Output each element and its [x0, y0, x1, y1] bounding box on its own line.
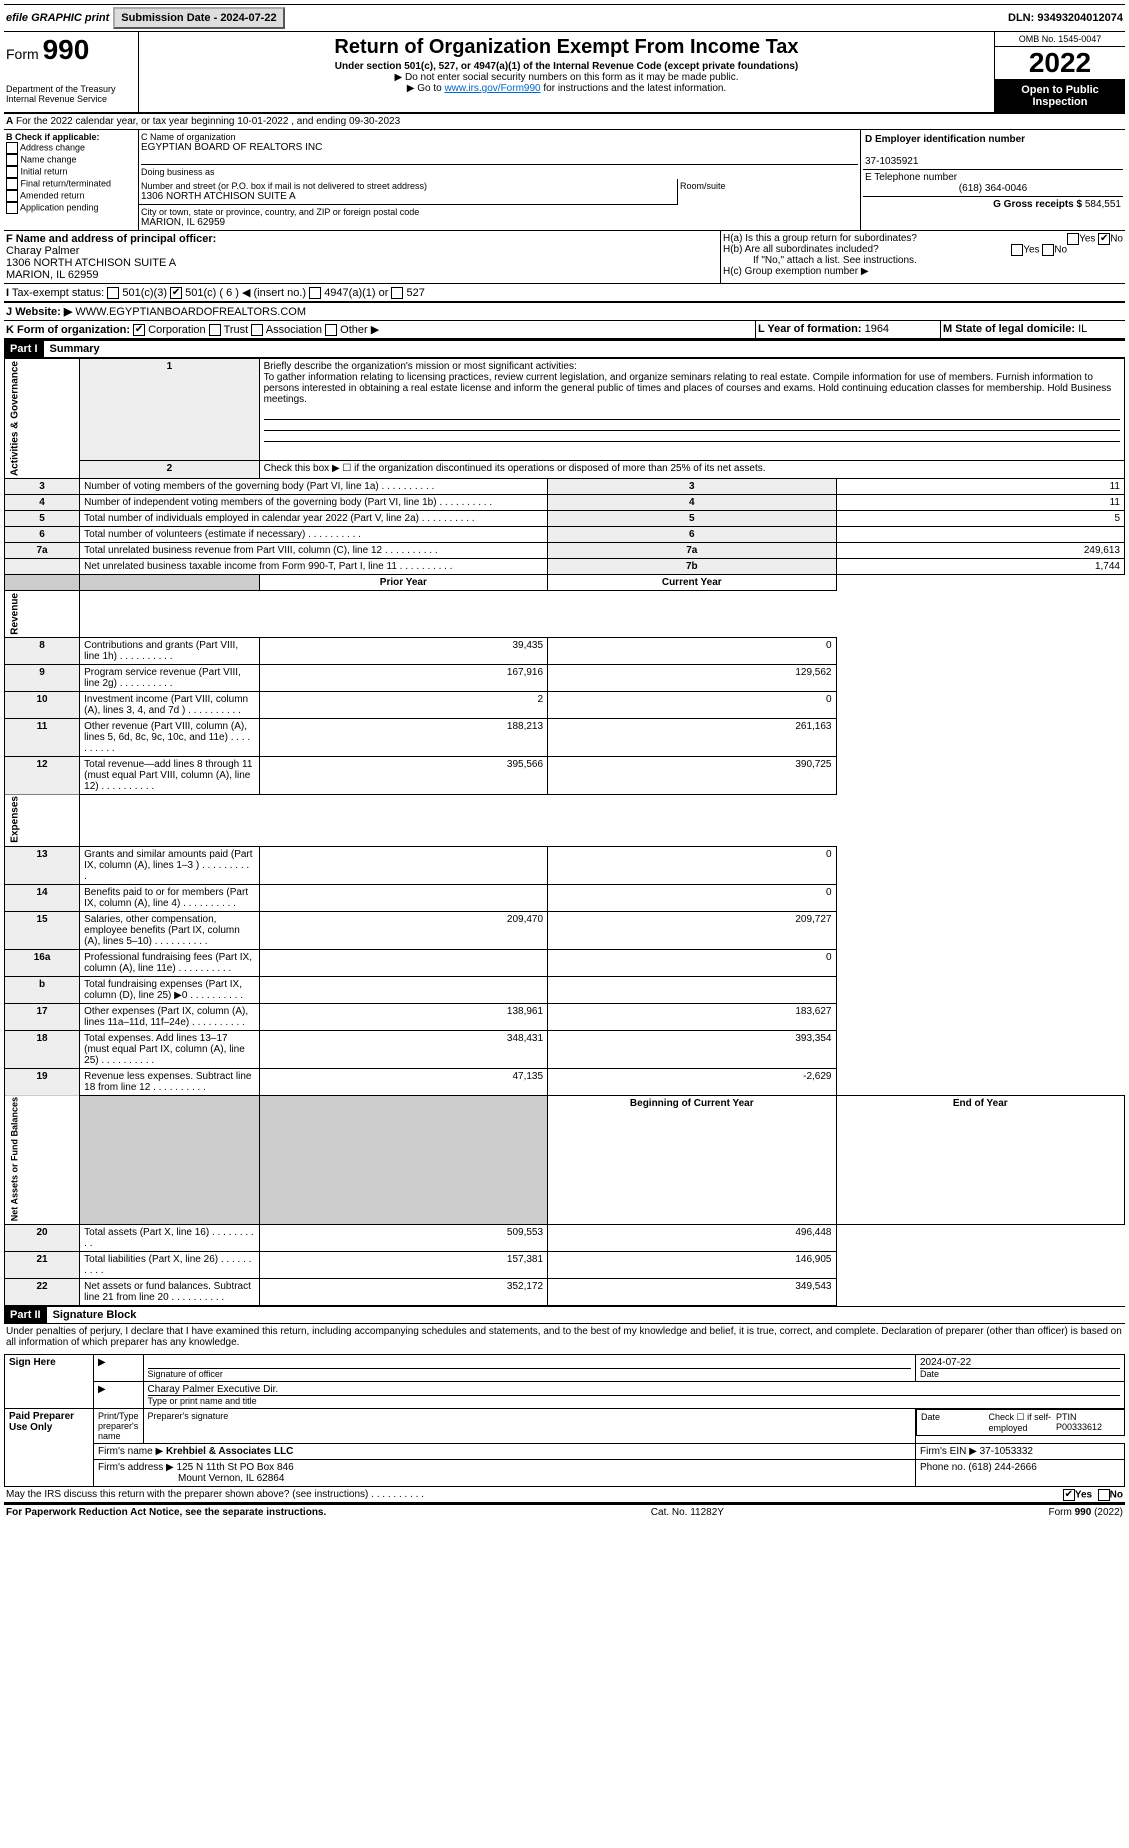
officer-city: MARION, IL 62959: [6, 269, 99, 281]
summary-row: 16aProfessional fundraising fees (Part I…: [5, 949, 1125, 976]
ein: 37-1035921: [865, 156, 918, 167]
dept-treasury: Department of the Treasury: [6, 84, 136, 94]
form-title: Return of Organization Exempt From Incom…: [141, 36, 992, 59]
boxb-item[interactable]: Initial return: [6, 166, 136, 178]
summary-row: 4Number of independent voting members of…: [5, 495, 1125, 511]
ssn-note: ▶ Do not enter social security numbers o…: [141, 72, 992, 83]
section-b-through-m: B Check if applicable: Address change Na…: [4, 130, 1125, 231]
gross-val: 584,551: [1085, 199, 1121, 210]
form-subtitle: Under section 501(c), 527, or 4947(a)(1)…: [141, 61, 992, 72]
summary-row: 11Other revenue (Part VIII, column (A), …: [5, 718, 1125, 756]
summary-row: 7aTotal unrelated business revenue from …: [5, 543, 1125, 559]
section-i-j: I Tax-exempt status: 501(c)(3) 501(c) ( …: [4, 284, 1125, 303]
summary-row: 3Number of voting members of the governi…: [5, 479, 1125, 495]
org-name: EGYPTIAN BOARD OF REALTORS INC: [141, 142, 858, 153]
tax-status-label: Tax-exempt status:: [12, 287, 104, 299]
tab-revenue: Revenue: [5, 591, 80, 638]
summary-row: 15Salaries, other compensation, employee…: [5, 911, 1125, 949]
city-label: City or town, state or province, country…: [141, 207, 858, 217]
gross-label: G Gross receipts $: [993, 199, 1082, 210]
officer-label: F Name and address of principal officer:: [6, 233, 216, 245]
omb-number: OMB No. 1545-0047: [995, 32, 1125, 47]
phone-label: E Telephone number: [865, 172, 1121, 183]
tab-activities: Activities & Governance: [5, 359, 80, 479]
dba-label: Doing business as: [141, 164, 858, 177]
summary-row: 13Grants and similar amounts paid (Part …: [5, 846, 1125, 884]
footer: For Paperwork Reduction Act Notice, see …: [4, 1504, 1125, 1520]
tab-net: Net Assets or Fund Balances: [5, 1095, 80, 1224]
summary-row: 6Total number of volunteers (estimate if…: [5, 527, 1125, 543]
boxb-item[interactable]: Application pending: [6, 202, 136, 214]
boxb-item[interactable]: Amended return: [6, 190, 136, 202]
boxb-item[interactable]: Address change: [6, 142, 136, 154]
summary-row: bTotal fundraising expenses (Part IX, co…: [5, 976, 1125, 1003]
summary-row: 12Total revenue—add lines 8 through 11 (…: [5, 756, 1125, 794]
summary-row: 20Total assets (Part X, line 16) 509,553…: [5, 1224, 1125, 1251]
part1-header: Part ISummary: [4, 340, 1125, 358]
goto-note: ▶ Go to www.irs.gov/Form990 for instruct…: [141, 83, 992, 94]
irs-label: Internal Revenue Service: [6, 94, 136, 104]
discuss-row: May the IRS discuss this return with the…: [4, 1487, 1125, 1504]
city: MARION, IL 62959: [141, 217, 858, 228]
section-k-l-m: K Form of organization: Corporation Trus…: [4, 321, 1125, 340]
h-a: H(a) Is this a group return for subordin…: [723, 233, 1123, 244]
org-name-label: C Name of organization: [141, 132, 858, 142]
ein-label: D Employer identification number: [865, 134, 1025, 145]
officer-addr: 1306 NORTH ATCHISON SUITE A: [6, 257, 176, 269]
summary-row: 8Contributions and grants (Part VIII, li…: [5, 637, 1125, 664]
form-header: Form 990 Department of the Treasury Inte…: [4, 32, 1125, 114]
summary-row: 14Benefits paid to or for members (Part …: [5, 884, 1125, 911]
form-number: Form 990: [6, 34, 136, 66]
website: WWW.EGYPTIANBOARDOFREALTORS.COM: [75, 306, 306, 318]
open-inspection: Open to Public Inspection: [995, 80, 1125, 112]
summary-row: 19Revenue less expenses. Subtract line 1…: [5, 1068, 1125, 1095]
mission: To gather information relating to licens…: [264, 372, 1112, 405]
h-b-note: If "No," attach a list. See instructions…: [723, 255, 1123, 266]
box-j: J Website: ▶ WWW.EGYPTIANBOARDOFREALTORS…: [4, 303, 1125, 321]
h-c: H(c) Group exemption number ▶: [723, 266, 1123, 277]
boxb-item[interactable]: Final return/terminated: [6, 178, 136, 190]
efile-label: efile GRAPHIC print: [6, 12, 109, 24]
summary-row: 10Investment income (Part VIII, column (…: [5, 691, 1125, 718]
box-b: B Check if applicable: Address change Na…: [4, 130, 139, 230]
summary-table: Activities & Governance 1 Briefly descri…: [4, 358, 1125, 1306]
phone: (618) 364-0046: [865, 183, 1121, 194]
officer-name: Charay Palmer: [6, 245, 79, 257]
submission-date-btn[interactable]: Submission Date - 2024-07-22: [113, 7, 284, 29]
room-label: Room/suite: [680, 181, 858, 191]
irs-link[interactable]: www.irs.gov/Form990: [444, 83, 540, 94]
tax-year: 2022: [995, 47, 1125, 80]
summary-row: Net unrelated business taxable income fr…: [5, 559, 1125, 575]
signature-block: Sign Here ▶ Signature of officer 2024-07…: [4, 1354, 1125, 1487]
addr: 1306 NORTH ATCHISON SUITE A: [141, 191, 675, 202]
part2-header: Part IISignature Block: [4, 1306, 1125, 1324]
declaration: Under penalties of perjury, I declare th…: [4, 1324, 1125, 1350]
section-f-h: F Name and address of principal officer:…: [4, 231, 1125, 284]
boxb-item[interactable]: Name change: [6, 154, 136, 166]
summary-row: 18Total expenses. Add lines 13–17 (must …: [5, 1030, 1125, 1068]
summary-row: 9Program service revenue (Part VIII, lin…: [5, 664, 1125, 691]
summary-row: 21Total liabilities (Part X, line 26) 15…: [5, 1251, 1125, 1278]
addr-label: Number and street (or P.O. box if mail i…: [141, 181, 675, 191]
topbar: efile GRAPHIC print Submission Date - 20…: [4, 4, 1125, 32]
summary-row: 17Other expenses (Part IX, column (A), l…: [5, 1003, 1125, 1030]
tab-expenses: Expenses: [5, 794, 80, 846]
summary-row: 22Net assets or fund balances. Subtract …: [5, 1278, 1125, 1305]
row-a: A For the 2022 calendar year, or tax yea…: [4, 114, 1125, 130]
summary-row: 5Total number of individuals employed in…: [5, 511, 1125, 527]
h-b: H(b) Are all subordinates included? Yes …: [723, 244, 1123, 255]
dln: DLN: 93493204012074: [1008, 12, 1123, 24]
